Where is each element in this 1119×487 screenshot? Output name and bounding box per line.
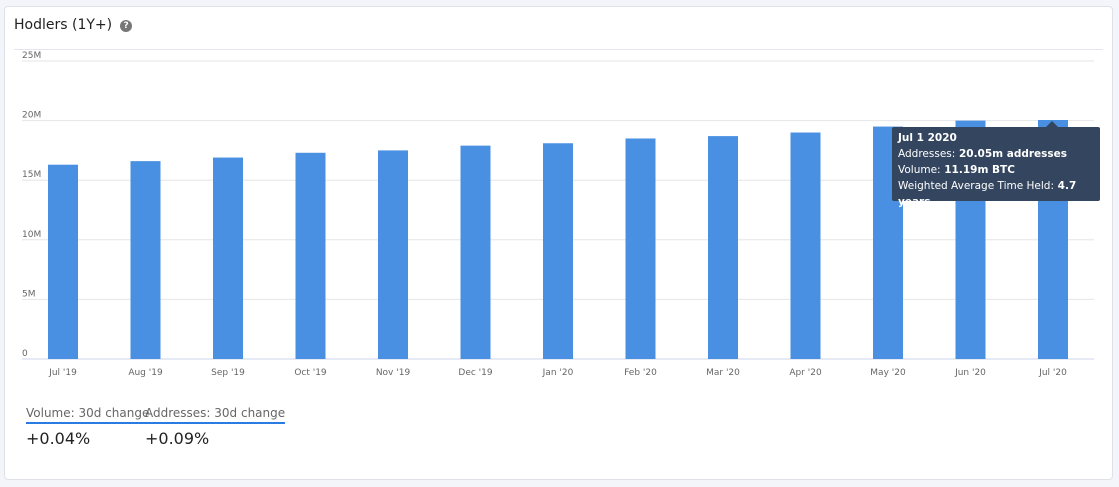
bar[interactable] — [460, 145, 491, 359]
tooltip-volume-value: 11.19m BTC — [944, 164, 1015, 176]
y-tick-label: 10M — [22, 230, 41, 240]
tooltip-volume-label: Volume: — [898, 164, 941, 176]
x-tick-label: Dec '19 — [458, 368, 492, 378]
addresses-change-tab[interactable]: Addresses: 30d change — [145, 406, 286, 424]
x-tick-label: Jan '20 — [542, 368, 574, 378]
bar[interactable] — [625, 138, 656, 359]
volume-change-value: +0.04% — [26, 429, 91, 448]
tooltip: Jul 1 2020 Addresses: 20.05m addresses V… — [892, 121, 1100, 208]
bar[interactable] — [543, 143, 573, 359]
divider — [14, 49, 1103, 50]
y-tick-label: 5M — [22, 289, 36, 299]
tooltip-time-label: Weighted Average Time Held: — [898, 180, 1055, 192]
tooltip-addresses-label: Addresses: — [898, 148, 956, 160]
volume-change-tab[interactable]: Volume: 30d change — [26, 406, 150, 424]
volume-change-stat: Volume: 30d change +0.04% — [26, 402, 150, 448]
bar[interactable] — [130, 161, 161, 359]
tooltip-addresses-value: 20.05m addresses — [958, 148, 1068, 160]
question-circle-icon[interactable]: ? — [120, 20, 133, 32]
bar[interactable] — [213, 157, 243, 359]
x-tick-label: Apr '20 — [789, 368, 822, 378]
bar[interactable] — [295, 152, 326, 359]
x-tick-label: Oct '19 — [294, 368, 327, 378]
bar[interactable] — [790, 132, 821, 359]
card-title: Hodlers (1Y+)? — [14, 17, 133, 33]
title-text: Hodlers (1Y+) — [14, 17, 113, 33]
y-tick-label: 25M — [22, 51, 41, 61]
bar[interactable] — [708, 136, 738, 359]
x-tick-label: May '20 — [870, 368, 906, 378]
bar[interactable] — [378, 150, 408, 359]
addresses-change-value: +0.09% — [145, 429, 210, 448]
x-tick-label: Aug '19 — [128, 368, 163, 378]
tooltip-time-value: 4.7 years — [898, 180, 1077, 208]
bar[interactable] — [48, 164, 78, 359]
y-tick-label: 0 — [22, 349, 28, 359]
bar-chart: 0 5M 10M 15M 20M 25M Jul '19 Aug '19 Sep '19 Oct … — [22, 51, 1094, 378]
addresses-change-stat: Addresses: 30d change +0.09% — [145, 402, 286, 448]
y-tick-label: 15M — [22, 170, 41, 180]
x-tick-label: Mar '20 — [706, 368, 740, 378]
tooltip-date: Jul 1 2020 — [898, 132, 957, 144]
x-tick-label: Sep '19 — [211, 368, 245, 378]
x-tick-label: Jun '20 — [954, 368, 986, 378]
x-tick-label: Jul '19 — [48, 368, 77, 378]
x-tick-label: Feb '20 — [624, 368, 657, 378]
y-tick-label: 20M — [22, 111, 41, 121]
x-tick-label: Jul '20 — [1038, 368, 1067, 378]
x-tick-label: Nov '19 — [376, 368, 411, 378]
